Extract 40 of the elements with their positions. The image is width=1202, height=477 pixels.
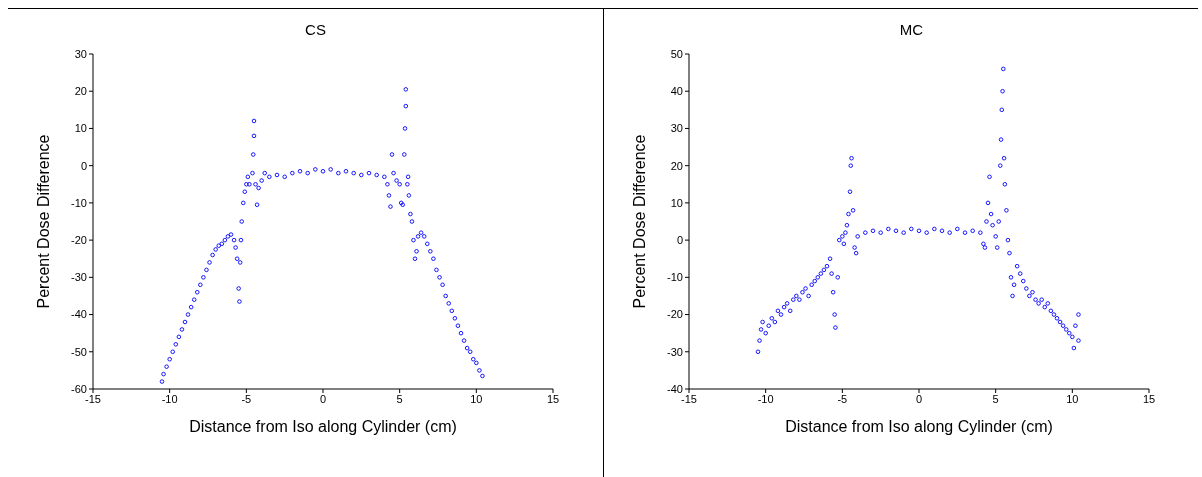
x-tick-label: 15 xyxy=(546,392,560,405)
y-tick-label: -40 xyxy=(71,308,87,321)
x-tick-label: 10 xyxy=(470,392,483,405)
y-tick-label: 0 xyxy=(676,234,683,247)
chart-title: MC xyxy=(899,21,924,38)
y-tick-label: 30 xyxy=(74,47,87,60)
y-tick-label: -20 xyxy=(71,234,87,247)
y-tick-label: -30 xyxy=(667,345,683,358)
y-tick-label: -10 xyxy=(667,271,683,284)
x-axis-title: Distance from Iso along Cylinder (cm) xyxy=(189,418,457,435)
x-tick-label: -5 xyxy=(241,392,252,405)
x-tick-label: 5 xyxy=(992,392,999,405)
x-tick-label: 10 xyxy=(1066,392,1079,405)
y-tick-label: -20 xyxy=(667,308,683,321)
y-tick-label: -10 xyxy=(71,196,87,209)
x-tick-label: -5 xyxy=(837,392,848,405)
x-tick-label: 0 xyxy=(915,392,923,405)
y-tick-label: 30 xyxy=(670,122,683,135)
y-tick-label: 10 xyxy=(74,122,87,135)
x-tick-label: 5 xyxy=(396,392,403,405)
y-tick-label: 50 xyxy=(670,47,683,60)
y-tick-label: -30 xyxy=(71,271,87,284)
y-axis-title: Percent Dose Difference xyxy=(34,134,52,309)
y-tick-label: 0 xyxy=(80,159,87,172)
x-tick-label: 0 xyxy=(319,392,327,405)
x-tick-label: -15 xyxy=(85,392,101,405)
y-tick-label: 40 xyxy=(670,85,683,98)
y-tick-label: 10 xyxy=(670,196,683,209)
x-axis-title: Distance from Iso along Cylinder (cm) xyxy=(785,418,1053,435)
chart-title: CS xyxy=(305,21,326,38)
y-tick-label: -60 xyxy=(71,382,87,395)
y-tick-label: -40 xyxy=(667,382,683,395)
y-tick-label: 20 xyxy=(74,85,87,98)
y-axis-title: Percent Dose Difference xyxy=(630,134,648,309)
x-tick-label: -10 xyxy=(161,392,178,405)
x-tick-label: -15 xyxy=(681,392,697,405)
y-tick-label: 20 xyxy=(670,159,683,172)
x-tick-label: 15 xyxy=(1142,392,1156,405)
x-tick-label: -10 xyxy=(757,392,774,405)
y-tick-label: -50 xyxy=(71,345,87,358)
